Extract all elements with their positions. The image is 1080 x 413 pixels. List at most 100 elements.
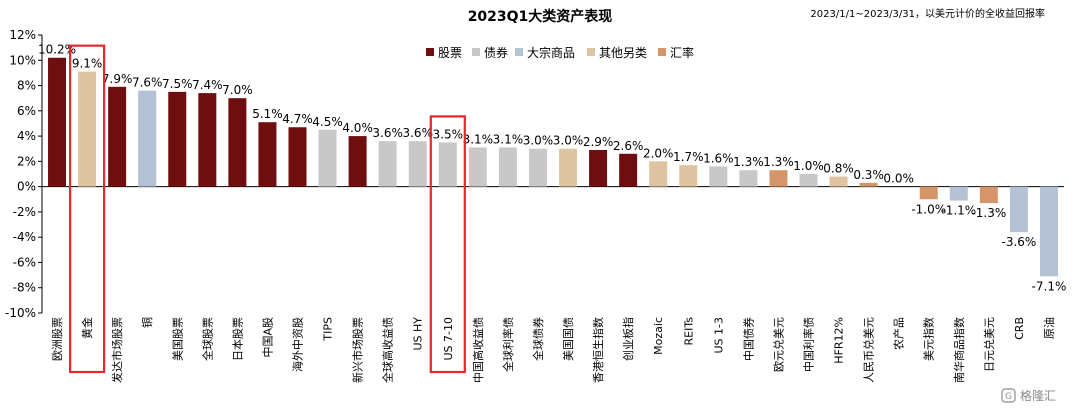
bar <box>589 149 608 187</box>
x-category-label: 铜 <box>140 317 154 328</box>
data-label: 3.0% <box>523 134 554 148</box>
data-label: 3.1% <box>493 132 524 146</box>
data-label: 10.2% <box>38 43 76 57</box>
bar <box>78 71 97 187</box>
highlight-boxes <box>68 44 466 374</box>
x-category-label: Mozaic <box>652 317 665 355</box>
data-label: 7.5% <box>162 77 193 91</box>
data-label: 0.0% <box>883 172 914 186</box>
bar <box>408 141 427 187</box>
data-label: 7.9% <box>102 72 133 86</box>
bar <box>348 136 367 187</box>
x-category-label: TIPS <box>322 317 335 342</box>
bar <box>829 176 848 187</box>
watermark-text: 格隆汇 <box>1020 388 1056 403</box>
data-label: 5.1% <box>252 107 283 121</box>
bar <box>228 98 247 187</box>
data-label: 3.6% <box>372 126 403 140</box>
y-tick-label: -10% <box>5 306 36 320</box>
bar <box>438 142 457 187</box>
bar <box>799 174 818 187</box>
bar <box>528 148 547 187</box>
watermark: G 格隆汇 <box>1001 388 1056 403</box>
bar <box>1039 186 1058 277</box>
y-tick-label: -6% <box>13 255 36 269</box>
x-category-label: 南华商品指数 <box>952 317 966 383</box>
bar <box>48 57 67 187</box>
data-label: 1.7% <box>673 150 704 164</box>
x-category-label: 农产品 <box>892 317 906 350</box>
x-category-label: US HY <box>412 317 425 351</box>
y-tick-label: 0% <box>17 180 36 194</box>
bar <box>288 127 307 187</box>
y-tick-label: 4% <box>17 129 36 143</box>
x-category-label: 全球债券 <box>531 317 545 361</box>
data-label: 1.0% <box>793 159 824 173</box>
x-category-label: 欧洲股票 <box>51 317 64 361</box>
data-label: 3.5% <box>433 127 464 141</box>
bar <box>649 161 668 187</box>
x-category-label: 全球股票 <box>200 317 214 361</box>
data-label: -7.1% <box>1032 279 1067 293</box>
bar <box>739 170 758 187</box>
data-label: 0.3% <box>853 168 884 182</box>
x-category-label: 海外中资股 <box>291 317 305 372</box>
bar <box>949 186 968 201</box>
x-category-label: CRB <box>1013 317 1026 340</box>
bar <box>1009 186 1028 233</box>
data-label: 2.0% <box>643 146 674 160</box>
bar <box>198 93 217 187</box>
data-label: 7.0% <box>222 83 253 97</box>
legend-label: 债券 <box>484 45 508 60</box>
x-category-label: 中国债券 <box>741 317 755 361</box>
x-category-label: 美国股票 <box>171 317 184 361</box>
legend-swatch <box>426 48 434 56</box>
bar <box>168 91 187 187</box>
data-label: 0.8% <box>823 162 854 176</box>
x-category-label: 全球利率债 <box>501 317 515 372</box>
x-category-label: 新兴市场股票 <box>351 317 365 383</box>
x-category-label: 美国国债 <box>561 317 575 361</box>
data-label: 4.5% <box>312 115 343 129</box>
data-label: 1.3% <box>733 155 764 169</box>
bar <box>138 90 157 187</box>
x-category-label: US 7-10 <box>442 317 455 361</box>
y-tick-label: 8% <box>17 79 36 93</box>
legend-label: 大宗商品 <box>527 45 575 60</box>
bar <box>979 186 998 204</box>
bar <box>468 147 487 187</box>
data-label: 4.7% <box>282 112 313 126</box>
x-category-label: 香港恒生指数 <box>591 317 605 383</box>
data-label: 3.0% <box>553 134 584 148</box>
x-category-label: 发达市场股票 <box>110 317 124 383</box>
x-category-label: 中国高收益债 <box>471 317 485 383</box>
data-label: 4.0% <box>342 121 373 135</box>
x-category-label: 创业板指 <box>621 317 635 361</box>
bar <box>318 129 337 187</box>
x-category-label: REITs <box>682 317 695 346</box>
x-category-label: US 1-3 <box>712 317 725 354</box>
chart-title: 2023Q1大类资产表现 <box>468 8 613 25</box>
y-tick-label: 2% <box>17 154 36 168</box>
x-category-label: 美元指数 <box>922 317 936 361</box>
y-tick-label: -8% <box>13 281 36 295</box>
legend-label: 其他另类 <box>599 46 647 60</box>
bar <box>769 170 788 187</box>
legend-swatch <box>658 48 666 56</box>
data-labels: 10.2%9.1%7.9% 7.6% 7.5% 7.4% 7.0% 5.1% 4.7% 4.5… <box>38 43 1066 294</box>
legend-swatch <box>472 48 480 56</box>
bars <box>48 57 1058 277</box>
y-tick-label: 6% <box>17 104 36 118</box>
bar <box>679 165 698 187</box>
data-label: 7.6% <box>132 76 163 90</box>
y-tick-label: 12% <box>9 28 36 42</box>
data-label: -1.0% <box>911 202 946 216</box>
watermark-icon-glyph: G <box>1005 392 1012 402</box>
bar <box>919 186 938 200</box>
legend-label: 股票 <box>438 46 462 60</box>
legend-swatch <box>587 48 595 56</box>
data-label: 2.6% <box>613 139 644 153</box>
data-label: 9.1% <box>72 57 103 71</box>
